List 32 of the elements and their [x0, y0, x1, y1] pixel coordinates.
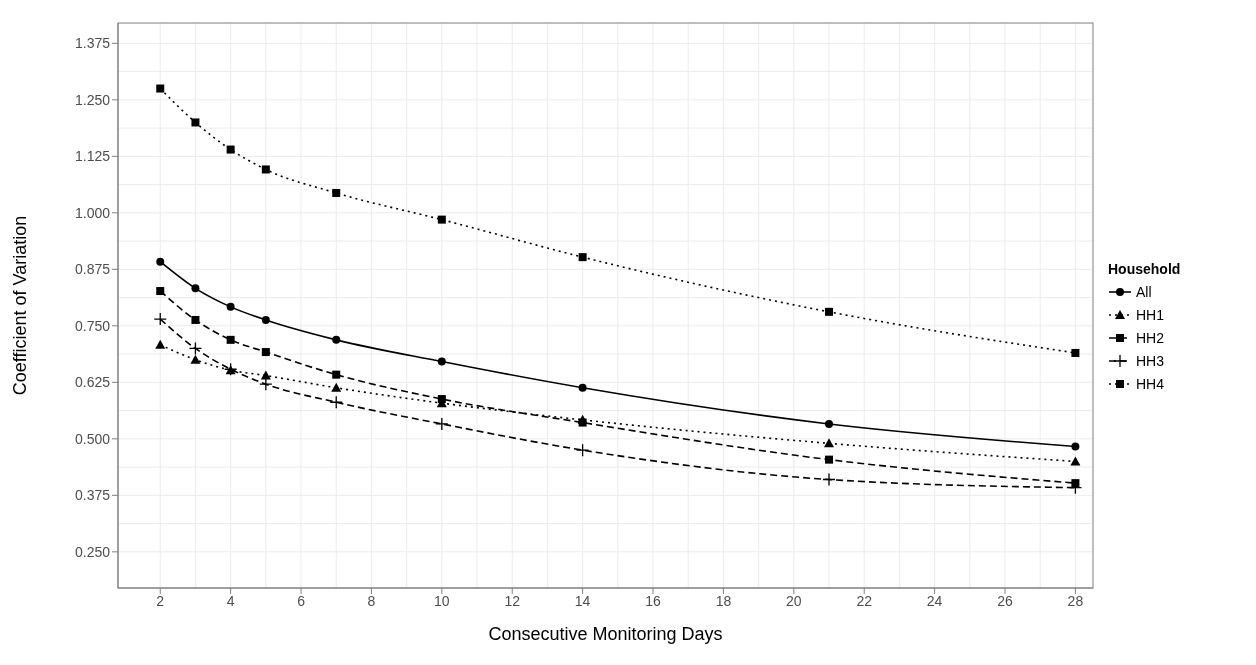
- y-tick-label: 1.375: [74, 35, 111, 52]
- y-axis-title: Coefficient of Variation: [10, 215, 31, 396]
- legend-label: All: [1136, 284, 1152, 300]
- legend-label: HH2: [1136, 330, 1165, 346]
- y-tick-label: 1.000: [74, 204, 111, 221]
- x-tick-label: 22: [856, 592, 873, 609]
- x-axis-title: Consecutive Monitoring Days: [488, 624, 723, 644]
- y-tick-label: 0.625: [74, 374, 111, 391]
- legend-title: Household: [1108, 260, 1181, 277]
- x-tick-label: 10: [434, 592, 450, 609]
- y-tick-label: 0.250: [74, 543, 111, 560]
- y-tick-label: 0.500: [74, 430, 111, 447]
- x-tick-label: 14: [574, 592, 591, 609]
- x-tick-label: 12: [504, 592, 521, 609]
- legend-label: HH4: [1136, 376, 1165, 392]
- y-tick-label: 1.250: [74, 91, 111, 108]
- y-tick-label: 0.750: [74, 317, 111, 334]
- x-tick-label: 28: [1067, 592, 1084, 609]
- x-tick-label: 16: [645, 592, 662, 609]
- x-tick-label: 8: [367, 592, 376, 609]
- x-tick-label: 2: [156, 592, 165, 609]
- x-tick-label: 4: [226, 592, 235, 609]
- x-tick-label: 26: [997, 592, 1013, 609]
- x-tick-label: 6: [297, 592, 306, 609]
- x-tick-label: 20: [786, 592, 802, 609]
- y-tick-label: 0.875: [74, 261, 111, 278]
- x-tick-label: 24: [926, 592, 943, 609]
- y-tick-label: 0.375: [74, 487, 111, 504]
- y-tick-label: 1.125: [74, 148, 111, 165]
- x-tick-label: 18: [715, 592, 732, 609]
- legend-label: HH1: [1136, 307, 1165, 323]
- legend-label: HH3: [1136, 353, 1165, 369]
